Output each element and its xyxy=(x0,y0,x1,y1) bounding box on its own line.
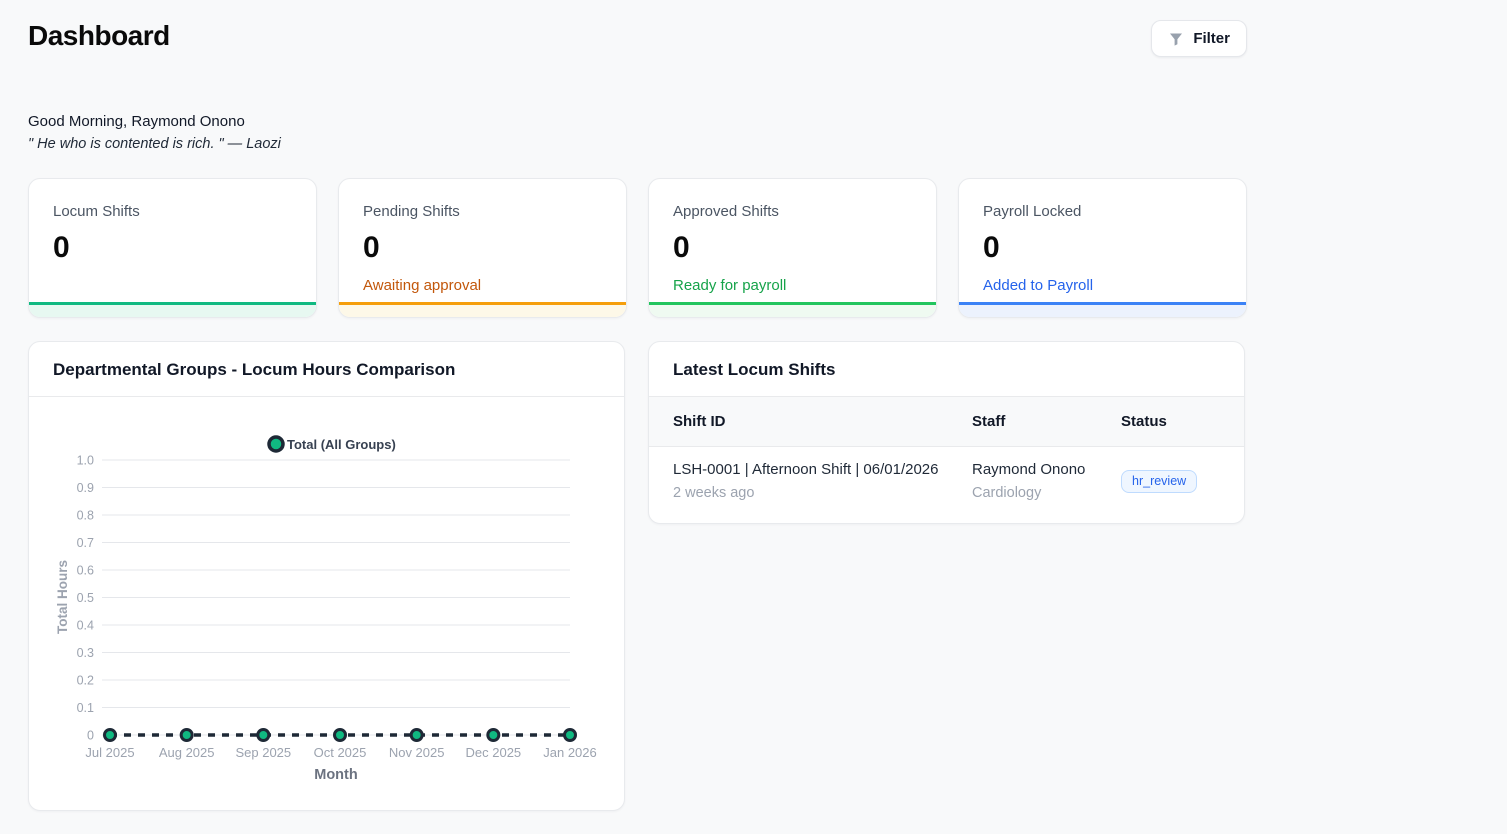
shift-id-text: LSH-0001 | Afternoon Shift | 06/01/2026 xyxy=(673,461,972,478)
stat-accent-bar xyxy=(649,302,936,317)
stat-accent-bar xyxy=(959,302,1246,317)
x-tick-label: Jul 2025 xyxy=(85,745,134,760)
x-tick-label: Sep 2025 xyxy=(235,745,291,760)
data-point-marker xyxy=(488,730,499,741)
column-header-shift-id: Shift ID xyxy=(649,413,972,430)
locum-hours-chart: 0 0.1 0.2 0.3 0.4 0.5 0.6 0.7 0.8 0.9 1.0 Total (Al… xyxy=(29,397,625,811)
stat-label: Approved Shifts xyxy=(673,203,912,220)
stat-cards-row: Locum Shifts 0 Pending Shifts 0 Awaiting… xyxy=(28,178,1247,318)
legend-label[interactable]: Total (All Groups) xyxy=(287,437,396,452)
staff-name-text: Raymond Onono xyxy=(972,461,1121,478)
stat-card-locum-shifts: Locum Shifts 0 xyxy=(28,178,317,318)
x-tick-label: Jan 2026 xyxy=(543,745,597,760)
dashboard-page: Dashboard Filter Good Morning, Raymond O… xyxy=(28,0,1247,811)
data-point-marker xyxy=(565,730,576,741)
shift-id-cell: LSH-0001 | Afternoon Shift | 06/01/2026 … xyxy=(649,461,972,501)
stat-label: Payroll Locked xyxy=(983,203,1222,220)
column-header-status: Status xyxy=(1121,413,1244,430)
filter-button-label: Filter xyxy=(1193,30,1230,47)
stat-sublabel: Ready for payroll xyxy=(673,277,912,294)
y-tick-label: 1.0 xyxy=(77,454,94,468)
legend-marker-icon[interactable] xyxy=(269,437,283,451)
panels-row: Departmental Groups - Locum Hours Compar… xyxy=(28,341,1247,811)
y-tick-label: 0.5 xyxy=(77,591,94,605)
x-tick-label: Dec 2025 xyxy=(466,745,522,760)
y-tick-label: 0.9 xyxy=(77,481,94,495)
chart-title: Departmental Groups - Locum Hours Compar… xyxy=(29,342,624,397)
stat-accent-bar xyxy=(339,302,626,317)
y-tick-label: 0.8 xyxy=(77,509,94,523)
filter-funnel-icon xyxy=(1168,31,1184,47)
stat-card-pending-shifts: Pending Shifts 0 Awaiting approval xyxy=(338,178,627,318)
staff-cell: Raymond Onono Cardiology xyxy=(972,461,1121,501)
latest-locum-shifts-panel: Latest Locum Shifts Shift ID Staff Statu… xyxy=(648,341,1245,524)
greeting-quote: " He who is contented is rich. " — Laozi xyxy=(28,136,1247,152)
greeting-block: Good Morning, Raymond Onono " He who is … xyxy=(28,113,1247,152)
data-point-marker xyxy=(181,730,192,741)
stat-value: 0 xyxy=(53,233,292,263)
shift-posted-text: 2 weeks ago xyxy=(673,485,972,501)
stat-accent-bar xyxy=(29,302,316,317)
data-point-marker xyxy=(411,730,422,741)
status-cell: hr_review xyxy=(1121,470,1244,493)
stat-value: 0 xyxy=(363,233,602,263)
y-tick-label: 0.2 xyxy=(77,674,94,688)
column-header-staff: Staff xyxy=(972,413,1121,430)
shifts-panel-title: Latest Locum Shifts xyxy=(649,342,1244,397)
y-tick-label: 0 xyxy=(87,729,94,743)
y-tick-label: 0.7 xyxy=(77,536,94,550)
y-tick-label: 0.6 xyxy=(77,564,94,578)
filter-button[interactable]: Filter xyxy=(1151,20,1247,57)
status-badge: hr_review xyxy=(1121,470,1197,493)
stat-value: 0 xyxy=(673,233,912,263)
shifts-table-header: Shift ID Staff Status xyxy=(649,397,1244,447)
y-tick-label: 0.4 xyxy=(77,619,94,633)
stat-sublabel: Awaiting approval xyxy=(363,277,602,294)
page-header: Dashboard Filter xyxy=(28,20,1247,57)
stat-sublabel: Added to Payroll xyxy=(983,277,1222,294)
x-tick-label: Aug 2025 xyxy=(159,745,215,760)
x-axis-title: Month xyxy=(314,767,357,783)
stat-label: Locum Shifts xyxy=(53,203,292,220)
x-tick-label: Nov 2025 xyxy=(389,745,445,760)
stat-value: 0 xyxy=(983,233,1222,263)
staff-dept-text: Cardiology xyxy=(972,485,1121,501)
data-point-marker xyxy=(258,730,269,741)
x-tick-label: Oct 2025 xyxy=(314,745,367,760)
stat-card-payroll-locked: Payroll Locked 0 Added to Payroll xyxy=(958,178,1247,318)
locum-hours-chart-panel: Departmental Groups - Locum Hours Compar… xyxy=(28,341,625,811)
page-title: Dashboard xyxy=(28,20,170,52)
y-axis-title: Total Hours xyxy=(55,560,70,634)
data-point-marker xyxy=(335,730,346,741)
stat-card-approved-shifts: Approved Shifts 0 Ready for payroll xyxy=(648,178,937,318)
greeting-salutation: Good Morning, Raymond Onono xyxy=(28,113,1247,130)
y-tick-label: 0.1 xyxy=(77,701,94,715)
y-tick-label: 0.3 xyxy=(77,646,94,660)
table-row[interactable]: LSH-0001 | Afternoon Shift | 06/01/2026 … xyxy=(649,447,1244,517)
data-point-marker xyxy=(105,730,116,741)
stat-label: Pending Shifts xyxy=(363,203,602,220)
